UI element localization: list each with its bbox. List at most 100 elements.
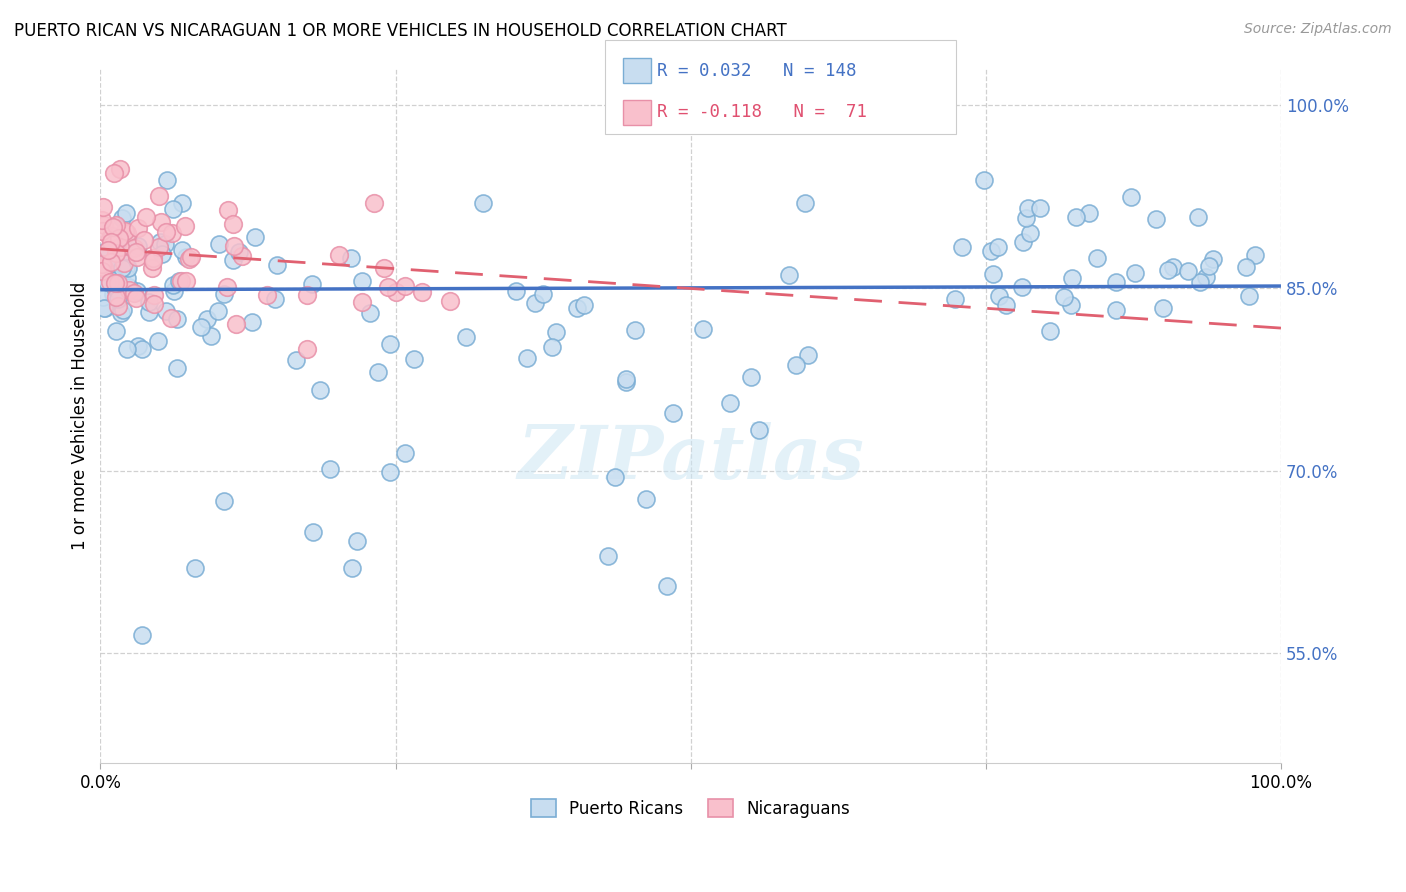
Point [796,348,818,362]
Text: ZIPatlas: ZIPatlas [517,422,865,495]
Point [91,290,114,304]
Point [117,342,139,356]
Point [352,274,374,288]
Point [114,224,136,238]
Point [112,303,135,318]
Point [309,383,332,397]
Point [1119,190,1142,204]
Point [319,462,342,476]
Point [596,549,619,563]
Point [301,277,323,292]
Point [662,406,685,420]
Point [125,291,148,305]
Point [616,375,638,389]
Point [104,219,127,233]
Point [98,244,121,258]
Point [108,245,131,260]
Point [1085,252,1108,266]
Point [200,329,222,343]
Point [1152,301,1174,315]
Point [180,250,202,264]
Point [101,229,124,244]
Point [96,261,118,276]
Point [212,493,235,508]
Point [114,256,136,270]
Point [263,292,285,306]
Point [328,248,350,262]
Point [231,249,253,263]
Point [125,244,148,259]
Text: Source: ZipAtlas.com: Source: ZipAtlas.com [1244,22,1392,37]
Point [91,265,114,279]
Point [105,273,128,287]
Legend: Puerto Ricans, Nicaraguans: Puerto Ricans, Nicaraguans [524,792,858,824]
Point [778,268,800,282]
Point [516,351,538,366]
Point [1189,275,1212,289]
Point [149,235,172,249]
Point [212,287,235,301]
Y-axis label: 1 or more Vehicles in Household: 1 or more Vehicles in Household [72,282,89,550]
Point [93,301,115,315]
Point [103,286,125,301]
Point [148,240,170,254]
Point [981,268,1004,282]
Point [122,286,145,301]
Point [118,280,141,294]
Point [104,273,127,287]
Text: PUERTO RICAN VS NICARAGUAN 1 OR MORE VEHICLES IN HOUSEHOLD CORRELATION CHART: PUERTO RICAN VS NICARAGUAN 1 OR MORE VEH… [14,22,787,40]
Point [155,173,177,187]
Point [97,252,120,266]
Point [146,334,169,348]
Point [1015,211,1038,225]
Point [1060,298,1083,312]
Point [222,252,245,267]
Point [98,275,121,289]
Point [1012,235,1035,249]
Point [394,278,416,293]
Point [402,351,425,366]
Point [523,295,546,310]
Point [1244,247,1267,261]
Point [1039,324,1062,338]
Point [340,251,363,265]
Point [634,492,657,507]
Point [1123,266,1146,280]
Point [103,166,125,180]
Point [207,304,229,318]
Point [472,195,495,210]
Point [93,261,115,276]
Point [124,241,146,255]
Point [117,232,139,246]
Point [138,305,160,319]
Point [149,215,172,229]
Point [101,219,124,234]
Point [266,258,288,272]
Point [256,288,278,302]
Point [98,230,121,244]
Point [115,226,138,240]
Point [1029,201,1052,215]
Point [111,261,134,276]
Point [170,195,193,210]
Point [240,315,263,329]
Point [363,195,385,210]
Point [531,287,554,301]
Point [1157,263,1180,277]
Point [995,298,1018,312]
Point [107,292,129,306]
Point [614,372,637,386]
Point [104,290,127,304]
Point [1202,252,1225,266]
Point [93,219,115,233]
Point [245,230,267,244]
Point [98,269,121,284]
Point [225,317,247,331]
Point [90,213,112,227]
Point [115,271,138,285]
Point [118,283,141,297]
Point [127,239,149,253]
Point [1161,260,1184,274]
Point [950,239,973,253]
Point [162,284,184,298]
